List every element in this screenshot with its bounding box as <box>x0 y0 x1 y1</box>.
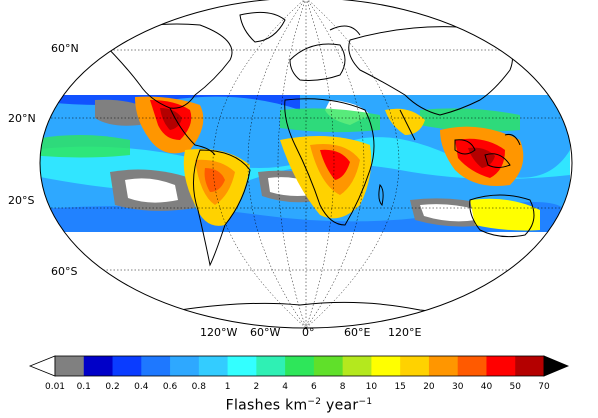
colorbar-segment <box>313 356 344 376</box>
lat-label-60n: 60°N <box>51 42 79 55</box>
colorbar-tick-label: 20 <box>423 382 435 392</box>
lat-label-20s: 20°S <box>8 194 35 207</box>
colorbar-segment <box>141 356 171 376</box>
colorbar-segment <box>515 356 545 376</box>
colorbar-tick-label: 0.1 <box>76 382 91 392</box>
title-main: Flashes km <box>225 397 308 414</box>
title-exponent-1: −2 <box>307 397 322 407</box>
lat-label-60s: 60°S <box>51 265 78 278</box>
title-year: year <box>321 397 359 414</box>
colorbar-tick-label: 2 <box>253 382 260 392</box>
colorbar-segment <box>486 356 516 376</box>
colorbar-tick-label: 0.4 <box>134 382 149 392</box>
colorbar-arrow-right <box>543 355 570 377</box>
colorbar-segment <box>83 356 114 376</box>
colorbar <box>28 355 570 377</box>
colorbar-segment <box>256 356 286 376</box>
lightning-density-band <box>40 95 570 232</box>
colorbar-segment <box>112 356 142 376</box>
colorbar-segment <box>55 356 85 376</box>
colorbar-segment <box>198 356 229 376</box>
colorbar-tick-label: 6 <box>311 382 317 392</box>
lon-label-0: 0° <box>302 326 315 339</box>
colorbar-title: Flashes km−2 year−1 <box>0 397 598 414</box>
colorbar-tick-label: 50 <box>509 382 521 392</box>
colorbar-segment <box>428 356 459 376</box>
graticule <box>40 0 572 328</box>
colorbar-outline <box>54 355 545 377</box>
colorbar-tick-label: 40 <box>480 382 493 392</box>
colorbar-tick-label: 15 <box>394 382 406 392</box>
colorbar-segment <box>342 356 372 376</box>
colorbar-tick-label: 30 <box>451 382 464 392</box>
lat-label-20n: 20°N <box>8 112 36 125</box>
colorbar-tick-label: 1 <box>224 382 231 392</box>
colorbar-segment <box>457 356 487 376</box>
colorbar-segment <box>227 356 257 376</box>
colorbar-segment <box>285 356 315 376</box>
title-exponent-2: −1 <box>358 397 373 407</box>
colorbar-segment <box>170 356 200 376</box>
colorbar-tick-label: 0.2 <box>105 382 120 392</box>
lon-label-60w: 60°W <box>250 326 281 339</box>
lon-label-120w: 120°W <box>200 326 238 339</box>
colorbar-segment <box>371 356 401 376</box>
colorbar-tick-label: 0.8 <box>191 382 206 392</box>
colorbar-tick-label: 8 <box>339 382 346 392</box>
colorbar-tick-label: 0.01 <box>44 382 66 392</box>
colorbar-tick-label: 4 <box>282 382 288 392</box>
colorbar-arrow-left <box>28 355 56 377</box>
lon-label-60e: 60°E <box>344 326 371 339</box>
colorbar-segment <box>400 356 430 376</box>
colorbar-tick-label: 0.6 <box>162 382 178 392</box>
lon-label-120e: 120°E <box>388 326 422 339</box>
world-map <box>39 0 573 329</box>
colorbar-tick-label: 10 <box>365 382 378 392</box>
colorbar-tick-label: 70 <box>538 382 550 392</box>
